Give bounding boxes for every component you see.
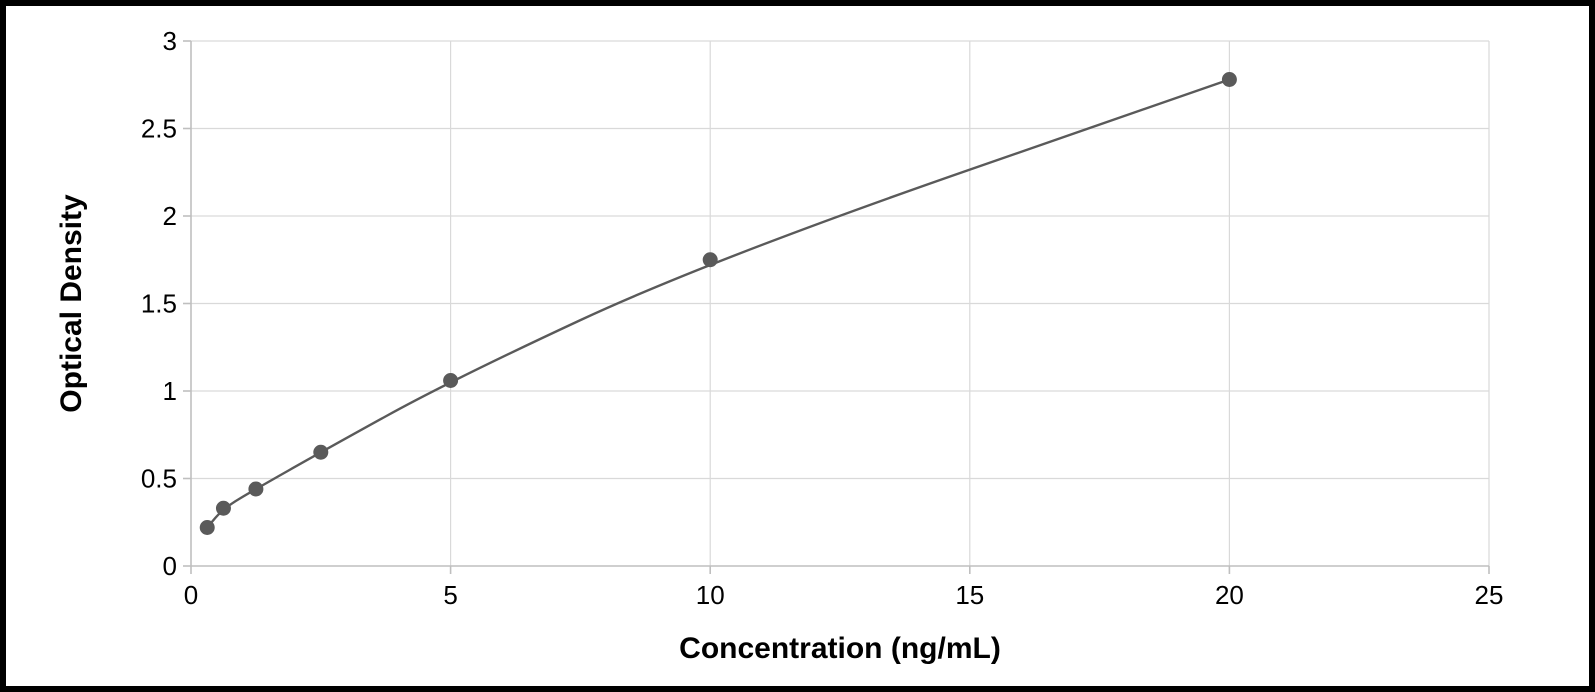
- x-tick-label: 15: [955, 580, 984, 610]
- data-point: [314, 445, 328, 459]
- data-point: [703, 253, 717, 267]
- chart-container: 0 5 10 15 20 25 0 0.5 1 1.5 2 2.5 3 Concentration (ng…: [46, 16, 1549, 676]
- data-point: [1222, 73, 1236, 87]
- y-tick-label: 0: [163, 551, 177, 581]
- data-point: [200, 521, 214, 535]
- y-tick-label: 2: [163, 201, 177, 231]
- y-axis-label: Optical Density: [55, 194, 88, 413]
- y-tick-label: 1.5: [141, 289, 177, 319]
- y-tick-label: 1: [163, 376, 177, 406]
- line-chart: 0 5 10 15 20 25 0 0.5 1 1.5 2 2.5 3 Concentration (ng…: [46, 16, 1549, 676]
- x-tick-label: 10: [696, 580, 725, 610]
- y-tick-label: 3: [163, 26, 177, 56]
- x-tick-label: 25: [1475, 580, 1504, 610]
- data-point: [216, 501, 230, 515]
- x-axis-label: Concentration (ng/mL): [679, 632, 1001, 665]
- x-tick-label: 5: [443, 580, 457, 610]
- x-tick-label: 20: [1215, 580, 1244, 610]
- chart-frame: 0 5 10 15 20 25 0 0.5 1 1.5 2 2.5 3 Concentration (ng…: [0, 0, 1595, 692]
- x-tick-label: 0: [184, 580, 198, 610]
- data-point: [249, 482, 263, 496]
- y-tick-label: 0.5: [141, 464, 177, 494]
- y-tick-label: 2.5: [141, 114, 177, 144]
- data-point: [444, 374, 458, 388]
